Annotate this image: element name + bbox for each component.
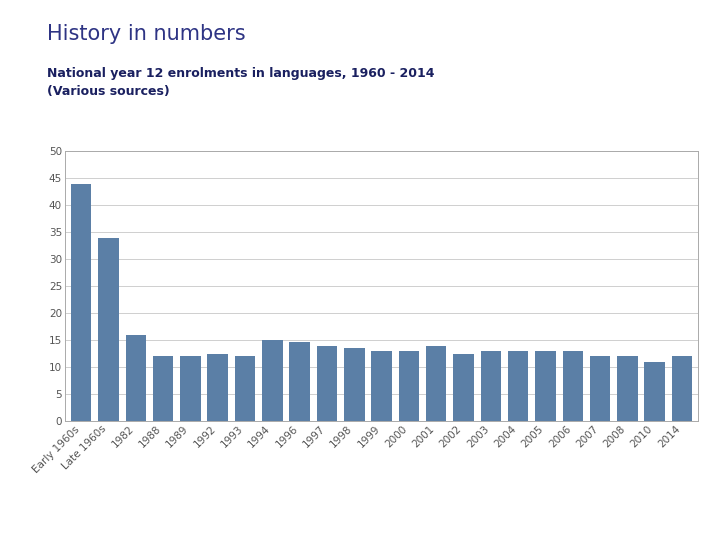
Bar [426, 346, 446, 421]
Bar [372, 351, 392, 421]
Text: History in numbers: History in numbers [47, 24, 246, 44]
Bar [344, 348, 364, 421]
Bar [399, 351, 419, 421]
Bar [289, 342, 310, 421]
Bar [617, 356, 638, 421]
Bar [672, 356, 692, 421]
Bar [317, 346, 337, 421]
Bar [590, 356, 611, 421]
Bar [454, 354, 474, 421]
Bar [535, 351, 556, 421]
Bar [508, 351, 528, 421]
Bar [71, 184, 91, 421]
Text: National year 12 enrolments in languages, 1960 - 2014
(Various sources): National year 12 enrolments in languages… [47, 68, 434, 98]
Bar [153, 356, 174, 421]
Bar [644, 362, 665, 421]
Bar [262, 340, 282, 421]
Bar [125, 335, 146, 421]
Bar [562, 351, 583, 421]
Bar [207, 354, 228, 421]
Bar [180, 356, 201, 421]
Bar [481, 351, 501, 421]
Bar [98, 238, 119, 421]
Bar [235, 356, 256, 421]
